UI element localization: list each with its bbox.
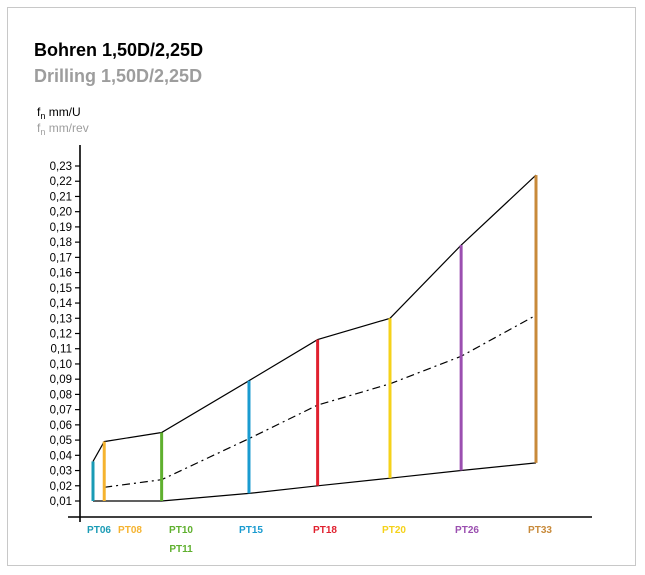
chart-subtitle: Drilling 1,50D/2,25D — [34, 66, 203, 86]
y-tick-label: 0,15 — [50, 283, 72, 295]
y-tick-label: 0,13 — [50, 313, 72, 325]
y-tick-label: 0,16 — [50, 268, 72, 280]
y-tick-label: 0,06 — [50, 420, 72, 432]
y-axis-label-en: fn mm/rev — [37, 121, 89, 137]
y-tick-label: 0,01 — [50, 496, 72, 508]
y-tick-label: 0,05 — [50, 435, 72, 447]
series-line — [93, 462, 537, 502]
x-tick-label: PT10 — [169, 525, 193, 536]
chart-frame — [7, 7, 636, 566]
y-tick-label: 0,23 — [50, 161, 72, 173]
y-tick-label: 0,03 — [50, 466, 72, 478]
x-tick-label: PT06 — [87, 525, 111, 536]
y-tick-label: 0,08 — [50, 389, 72, 401]
x-tick-label: PT11 — [169, 544, 193, 555]
y-tick-label: 0,21 — [50, 191, 72, 203]
y-tick-label: 0,12 — [50, 329, 72, 341]
y-axis-label-de: fn mm/U — [37, 105, 81, 121]
y-label-sub: n — [40, 111, 46, 121]
y-tick-label: 0,04 — [50, 450, 73, 462]
y-tick-label: 0,11 — [50, 344, 72, 356]
y-tick-label: 0,02 — [50, 481, 72, 493]
y-tick-label: 0,20 — [50, 207, 72, 219]
y-label-f-en: f — [37, 121, 41, 135]
chart-title: Bohren 1,50D/2,25D — [34, 40, 204, 60]
series-line — [92, 174, 537, 462]
x-tick-label: PT33 — [528, 525, 552, 536]
y-label-f: f — [37, 105, 41, 119]
x-tick-label: PT15 — [239, 525, 263, 536]
x-tick-label: PT18 — [313, 525, 337, 536]
y-label-unit-en: mm/rev — [45, 121, 89, 135]
y-tick-label: 0,18 — [50, 237, 72, 249]
y-label-sub-en: n — [40, 127, 46, 137]
y-tick-label: 0,14 — [50, 298, 73, 310]
y-tick-label: 0,19 — [50, 222, 72, 234]
y-tick-label: 0,17 — [50, 252, 72, 264]
y-tick-label: 0,07 — [50, 405, 72, 417]
y-label-unit-de: mm/U — [45, 105, 81, 119]
series-line — [104, 314, 537, 488]
y-tick-label: 0,10 — [50, 359, 72, 371]
y-tick-label: 0,22 — [50, 176, 72, 188]
x-tick-label: PT20 — [382, 525, 406, 536]
y-tick-label: 0,09 — [50, 374, 72, 386]
x-tick-label: PT26 — [455, 525, 479, 536]
x-tick-label: PT08 — [118, 525, 142, 536]
